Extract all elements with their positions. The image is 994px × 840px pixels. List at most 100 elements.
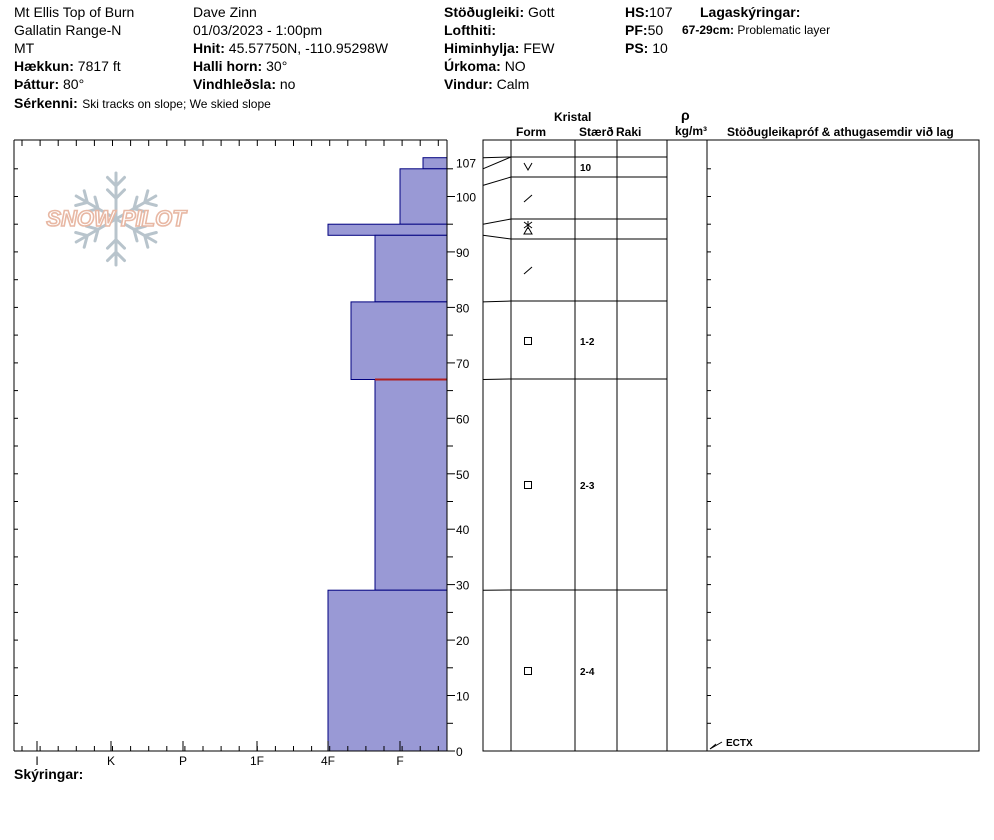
faceted-icon: [524, 481, 532, 489]
snowflake-branch: [143, 231, 158, 238]
snowflake-branch: [114, 188, 126, 200]
features-value: Ski tracks on slope; We skied slope: [82, 97, 271, 111]
depth-tick-label: 70: [456, 357, 470, 371]
snowflake-branch: [132, 207, 147, 214]
layer-note-range: 67-29cm:: [682, 23, 735, 37]
test-arrow-icon: [709, 741, 723, 750]
depth-tick-label: 40: [456, 523, 470, 537]
pf-row: PF:50: [625, 23, 663, 37]
snowflake-branch: [106, 238, 118, 250]
snowflake-branch: [74, 231, 89, 238]
hardness-layer: [350, 301, 448, 380]
stability-value: Gott: [528, 4, 555, 20]
snowflake-branch: [106, 250, 118, 263]
hardness-layer: [374, 379, 448, 591]
crystal-size-label: 2-4: [580, 667, 595, 678]
layer-connector-line: [482, 234, 512, 240]
depth-tick-label: 60: [456, 412, 470, 426]
snowflake-arm: [114, 217, 158, 244]
depth-tick-label: 100: [456, 191, 476, 205]
snowflake-branch: [114, 175, 126, 188]
air-temp-label: Lofthiti:: [444, 22, 497, 38]
hardness-tick-label: I: [35, 754, 38, 768]
depth-tick-label: 80: [456, 301, 470, 315]
snowflake-branch: [132, 195, 139, 211]
slope-value: 30°: [266, 58, 288, 74]
snowflake-branch: [132, 227, 139, 243]
size-header: Stærð: [579, 125, 614, 139]
snowflake-branch: [143, 234, 150, 249]
hs-row: HS:107: [625, 5, 672, 19]
rho-header: ρ: [681, 107, 690, 123]
hardness-tick-label: 4F: [321, 754, 335, 768]
stability-row: Stöðugleiki: Gott: [444, 5, 554, 19]
elevation-label: Hækkun:: [14, 58, 74, 74]
snowflake-branch: [132, 224, 147, 231]
elevation-row: Hækkun: 7817 ft: [14, 59, 121, 73]
sky-label: Himinhylja:: [444, 40, 520, 56]
hs-value: 107: [649, 4, 673, 20]
hardness-layer: [422, 157, 448, 170]
hardness-layer: [327, 223, 448, 236]
layer-connector-line: [482, 176, 512, 186]
features-label: Sérkenni:: [14, 95, 78, 111]
stability-label: Stöðugleiki:: [444, 4, 525, 20]
slope-row: Halli horn: 30°: [193, 59, 287, 73]
features-row: Sérkenni: Ski tracks on slope; We skied …: [14, 96, 271, 112]
decomposing-icon: [523, 266, 533, 275]
snowflake-arm: [114, 194, 158, 221]
layer-note: 67-29cm: Problematic layer: [682, 24, 830, 36]
form-header: Form: [516, 125, 546, 139]
sky-value: FEW: [523, 40, 555, 56]
depth-hoar-icon: [523, 225, 533, 235]
precip-value: NO: [504, 58, 526, 74]
pf-label: PF:: [625, 22, 648, 38]
wind-label: Vindur:: [444, 76, 493, 92]
test-result-label: ECTX: [726, 738, 753, 749]
observation-datetime: 01/03/2023 - 1:00pm: [193, 22, 323, 38]
layer-connector-line: [482, 218, 512, 225]
snowflake-branch: [93, 195, 100, 211]
observer-name: Dave Zinn: [193, 4, 257, 20]
kristal-header: Kristal: [554, 110, 592, 124]
hardness-tick-label: K: [107, 754, 115, 768]
snowflake-branch: [74, 200, 89, 207]
hardness-tick-label: P: [179, 754, 187, 768]
snowflake-arm: [74, 194, 118, 221]
aspect-row: Þáttur: 80°: [14, 77, 84, 91]
snowflake-branch: [93, 227, 100, 243]
crystal-size-label: 1-2: [580, 337, 595, 348]
moisture-header: Raki: [616, 125, 642, 139]
state-name: MT: [14, 40, 35, 56]
table-frame: [482, 139, 980, 752]
hardness-layer: [374, 234, 448, 303]
aspect-label: Þáttur:: [14, 76, 60, 92]
surface-hoar-icon: [523, 162, 533, 172]
snowflake-branch: [85, 207, 100, 214]
decomposing-icon: [523, 194, 533, 203]
elevation-value: 7817 ft: [77, 58, 121, 74]
wind-loading-label: Vindhleðsla:: [193, 76, 276, 92]
ps-row: PS: 10: [625, 41, 668, 55]
location-name: Mt Ellis Top of Burn: [14, 4, 135, 20]
faceted-icon: [524, 337, 532, 345]
coords-row: Hnit: 45.57750N, -110.95298W: [193, 41, 388, 55]
depth-top-label: 107: [456, 157, 476, 171]
layer-notes-label: Lagaskýringar:: [700, 4, 801, 20]
hardness-layer: [327, 589, 448, 752]
precip-row: Úrkoma: NO: [444, 59, 526, 73]
snowflake-arm: [74, 217, 118, 244]
snowflake-branch: [114, 250, 126, 263]
wind-loading-row: Vindhleðsla: no: [193, 77, 295, 91]
layer-connector-line: [482, 378, 512, 380]
logo-text: SNOW PILOT: [46, 206, 187, 231]
layer-note-text: Problematic layer: [737, 23, 831, 37]
hs-label: HS:: [625, 4, 650, 20]
snowflake-icon: [74, 171, 158, 267]
snowpilot-logo: SNOW PILOT: [46, 171, 188, 267]
depth-tick-label: 10: [456, 690, 470, 704]
slope-label: Halli horn:: [193, 58, 263, 74]
precip-label: Úrkoma:: [444, 58, 501, 74]
faceted-icon: [524, 667, 532, 675]
